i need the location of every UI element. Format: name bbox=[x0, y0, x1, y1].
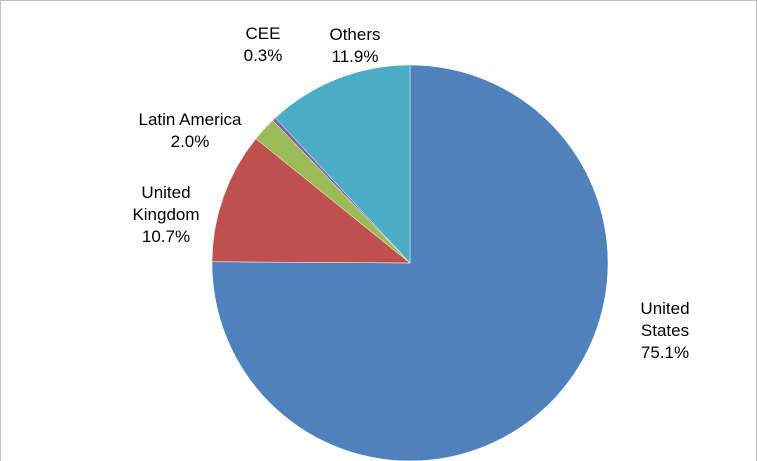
pie-slice bbox=[211, 64, 609, 461]
value-label: 11.9% bbox=[331, 47, 379, 66]
category-label: United States bbox=[640, 299, 690, 340]
category-label: CEE bbox=[245, 24, 281, 43]
slice-label: Others 11.9% bbox=[329, 24, 380, 68]
pie-slice bbox=[275, 64, 411, 264]
slice-label: United States 75.1% bbox=[619, 298, 711, 364]
category-label: Others bbox=[329, 25, 381, 44]
value-label: 2.0% bbox=[170, 132, 210, 151]
value-label: 75.1% bbox=[640, 343, 690, 362]
pie-slice bbox=[211, 138, 411, 264]
slice-label: CEE 0.3% bbox=[244, 23, 283, 67]
category-label: Latin America bbox=[138, 110, 242, 129]
slice-label: United Kingdom 10.7% bbox=[121, 182, 211, 248]
category-label: United Kingdom bbox=[132, 183, 200, 224]
value-label: 10.7% bbox=[141, 227, 191, 246]
slice-label: Latin America 2.0% bbox=[139, 109, 242, 153]
value-label: 0.3% bbox=[243, 46, 283, 65]
